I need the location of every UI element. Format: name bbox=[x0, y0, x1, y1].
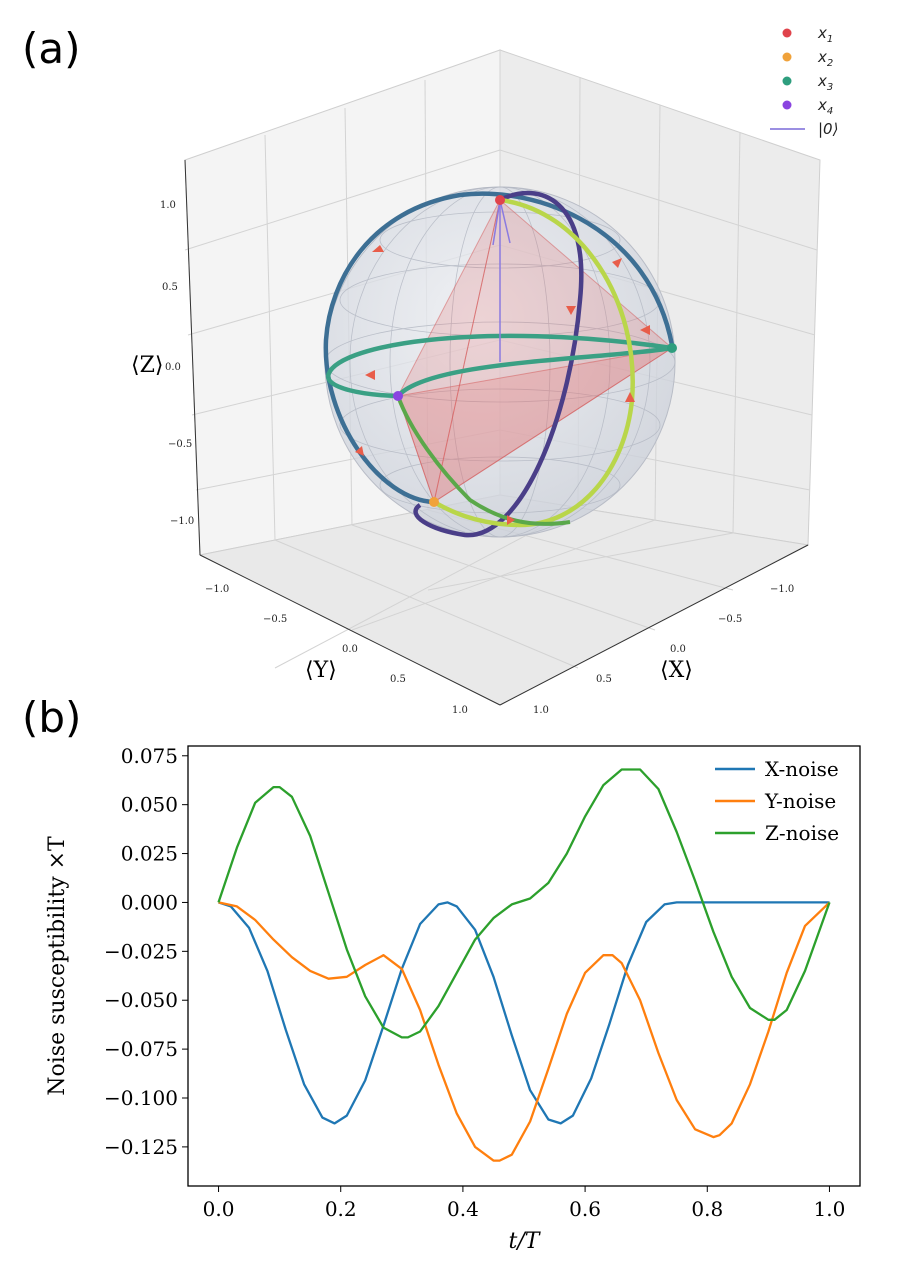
y-axis-line bbox=[199, 554, 501, 706]
y-tick-label: 0.075 bbox=[121, 744, 178, 768]
x-tick-label: 0.4 bbox=[447, 1197, 479, 1221]
x-tick-label: 1.0 bbox=[814, 1197, 846, 1221]
legend-marker bbox=[782, 52, 792, 62]
legend-label: x1 bbox=[817, 24, 833, 45]
y-tick-label: −0.075 bbox=[104, 1037, 178, 1061]
bloch-sphere-plot: 1.0 0.5 0.0 −0.5 −1.0 −1.0 −0.5 0.0 0.5 1.0 −1.0… bbox=[131, 24, 838, 716]
x-tick-label: 1.0 bbox=[533, 705, 549, 716]
y-tick-label: −1.0 bbox=[205, 584, 229, 595]
y-tick-label: 0.5 bbox=[390, 674, 406, 685]
legend-label: x3 bbox=[817, 72, 833, 93]
y-tick-label: −0.5 bbox=[263, 614, 287, 625]
x-axis-label: t/T bbox=[509, 1229, 542, 1254]
y-tick-label: 0.000 bbox=[121, 890, 178, 914]
legend-marker bbox=[782, 28, 792, 38]
trajectory-yellow-green bbox=[432, 197, 635, 528]
z-tick-label: −1.0 bbox=[170, 516, 194, 527]
y-tick-label: 0.0 bbox=[342, 644, 358, 655]
x-tick-label: −0.5 bbox=[718, 614, 742, 625]
legend-marker bbox=[782, 100, 792, 110]
y-tick-label: 0.025 bbox=[121, 842, 178, 866]
x-tick-label: 0.0 bbox=[670, 644, 686, 655]
legend-label: Y-noise bbox=[764, 789, 836, 813]
state-point-x3 bbox=[667, 343, 677, 353]
legend-panel-a: x1 x2 x3 x4 |0⟩ bbox=[770, 24, 838, 138]
x-tick-label: 0.6 bbox=[569, 1197, 601, 1221]
z-tick-label: 0.5 bbox=[162, 282, 178, 293]
z-axis-label: ⟨Z⟩ bbox=[131, 353, 163, 378]
y-tick-label: 0.050 bbox=[121, 793, 178, 817]
ket-zero-vector bbox=[492, 199, 511, 362]
legend-label: x4 bbox=[817, 96, 833, 117]
panel-b-letter: (b) bbox=[22, 693, 82, 742]
direction-arrows bbox=[355, 245, 650, 525]
x-tick-label: 0.5 bbox=[596, 674, 612, 685]
y-tick-label: −0.025 bbox=[104, 939, 178, 963]
z-tick-label: 1.0 bbox=[160, 200, 176, 211]
x-axis-line bbox=[499, 544, 809, 706]
series-line-y-noise bbox=[218, 901, 831, 1162]
trajectory-green-lower bbox=[396, 395, 571, 526]
panel-a-letter: (a) bbox=[22, 24, 81, 73]
legend-label: X-noise bbox=[765, 757, 839, 781]
state-point-x2 bbox=[429, 497, 439, 507]
legend-label: x2 bbox=[817, 48, 833, 69]
z-axis-line bbox=[184, 159, 201, 556]
y-tick-label: −0.125 bbox=[104, 1135, 178, 1159]
trajectory-green-equator bbox=[325, 333, 673, 399]
trajectory-purple bbox=[413, 190, 584, 538]
series-line-x-noise bbox=[218, 901, 830, 1125]
y-tick-label: 1.0 bbox=[452, 705, 468, 716]
y-axis-label: Noise susceptibility ×T bbox=[45, 836, 70, 1096]
y-tick-label: −0.100 bbox=[104, 1086, 178, 1110]
legend-marker bbox=[782, 76, 792, 86]
series-line-z-noise bbox=[217, 768, 831, 1039]
legend-label: |0⟩ bbox=[818, 120, 838, 138]
y-tick-label: −0.050 bbox=[104, 988, 178, 1012]
x-tick-label: 0.2 bbox=[325, 1197, 357, 1221]
noise-susceptibility-chart: 0.075 0.050 0.025 0.000 −0.025 −0.050 −0.075 −0… bbox=[45, 744, 861, 1254]
x-tick-label: 0.0 bbox=[203, 1197, 235, 1221]
state-point-x1 bbox=[495, 195, 505, 205]
z-tick-label: −0.5 bbox=[168, 439, 192, 450]
state-point-x4 bbox=[393, 391, 403, 401]
x-axis-label: ⟨X⟩ bbox=[660, 658, 693, 683]
x-tick-label: 0.8 bbox=[691, 1197, 723, 1221]
x-tick-label: −1.0 bbox=[770, 584, 794, 595]
y-axis-label: ⟨Y⟩ bbox=[305, 658, 337, 683]
plot-frame bbox=[187, 745, 861, 1187]
trajectory-blue bbox=[323, 191, 675, 505]
tetrahedron bbox=[397, 199, 673, 504]
legend-label: Z-noise bbox=[765, 821, 839, 845]
z-tick-label: 0.0 bbox=[165, 362, 181, 373]
